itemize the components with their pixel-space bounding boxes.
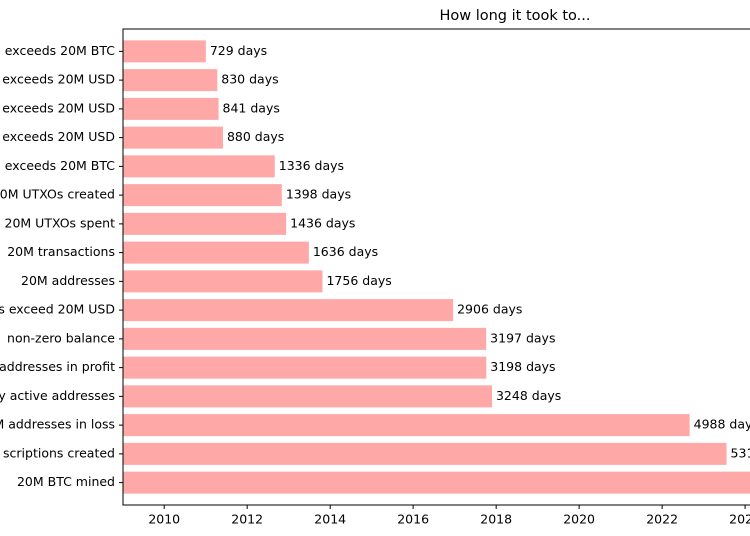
bar — [123, 97, 219, 120]
data-label: 4988 days — [694, 417, 750, 432]
x-tick-label: 2024 — [729, 512, 750, 527]
x-tick-label: 2014 — [314, 512, 346, 527]
bar — [123, 299, 454, 322]
bar — [123, 126, 223, 149]
bar — [123, 270, 323, 293]
data-label: 3197 days — [490, 330, 555, 345]
bar — [123, 327, 487, 350]
data-label: 1436 days — [290, 215, 355, 230]
y-tick-label: exceeds 20M USD — [2, 129, 115, 144]
bar — [123, 40, 206, 63]
data-label: 1398 days — [286, 187, 351, 202]
plot-frame — [122, 28, 750, 506]
y-tick-label: exceeds 20M USD — [2, 100, 115, 115]
y-tick-label: 20M BTC mined — [17, 474, 115, 489]
bar — [123, 155, 275, 178]
bar — [123, 385, 492, 408]
y-tick-label: 0M UTXOs created — [0, 187, 115, 202]
data-label: 1636 days — [313, 244, 378, 259]
bar — [123, 184, 282, 207]
data-label: 1336 days — [279, 158, 344, 173]
y-tick-label: exceeds 20M BTC — [5, 158, 115, 173]
bar — [123, 442, 727, 465]
y-tick-label: M addresses in loss — [0, 417, 115, 432]
data-label: 841 days — [223, 100, 280, 115]
y-tick-label: s exceed 20M USD — [0, 302, 115, 317]
bar — [123, 69, 218, 92]
data-label: 3198 days — [490, 359, 555, 374]
data-label: 2906 days — [457, 302, 522, 317]
chart-title: How long it took to... — [439, 8, 590, 24]
bar — [123, 471, 750, 494]
x-tick-label: 2018 — [480, 512, 512, 527]
y-tick-label: non-zero balance — [7, 330, 115, 345]
y-tick-label: exceeds 20M USD — [2, 72, 115, 87]
y-tick-label: 20M UTXOs spent — [5, 215, 116, 230]
bar — [123, 241, 309, 264]
bar — [123, 414, 690, 437]
x-tick-label: 2022 — [646, 512, 678, 527]
y-tick-label: scriptions created — [3, 445, 115, 460]
data-label: 5313 days — [731, 445, 750, 460]
x-tick-label: 2010 — [148, 512, 180, 527]
y-tick-label: addresses in profit — [0, 359, 115, 374]
data-label: 3248 days — [496, 388, 561, 403]
x-tick-label: 2012 — [231, 512, 263, 527]
bar — [123, 212, 287, 235]
y-tick-label: 20M transactions — [7, 244, 115, 259]
data-label: 1756 days — [326, 273, 391, 288]
data-label: 729 days — [210, 43, 267, 58]
bar — [123, 356, 487, 379]
x-tick-label: 2016 — [397, 512, 429, 527]
y-tick-label: 20M addresses — [21, 273, 115, 288]
data-label: 880 days — [227, 129, 284, 144]
x-tick-label: 2020 — [563, 512, 595, 527]
y-tick-label: y active addresses — [0, 388, 115, 403]
data-label: 830 days — [221, 72, 278, 87]
y-tick-label: exceeds 20M BTC — [5, 43, 115, 58]
